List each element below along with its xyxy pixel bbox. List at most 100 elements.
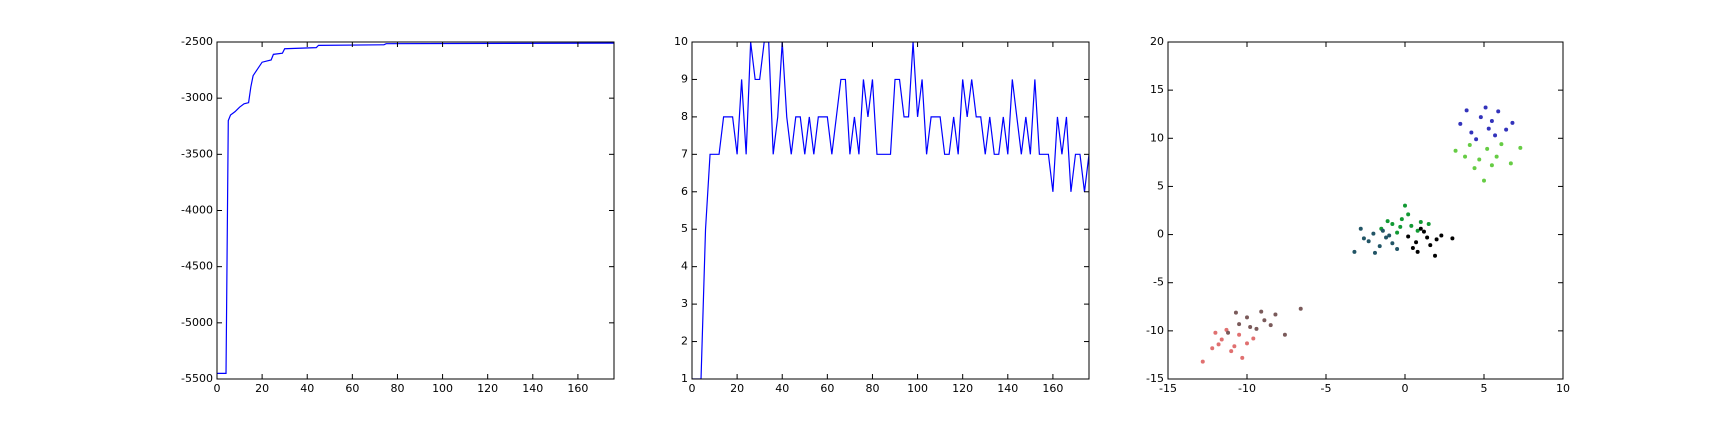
y-tick-label: 4 — [681, 260, 688, 273]
y-tick-label: -15 — [1146, 372, 1164, 385]
scatter-point — [1504, 127, 1509, 132]
scatter-point — [1485, 146, 1490, 151]
x-tick-label: -10 — [1238, 382, 1256, 395]
scatter-point — [1486, 126, 1491, 131]
y-tick-label: 9 — [681, 72, 688, 85]
scatter-point — [1403, 203, 1407, 208]
x-tick-label: -15 — [1159, 382, 1177, 395]
y-tick-label: -3000 — [181, 91, 213, 104]
x-tick-label: 100 — [907, 382, 928, 395]
scatter-point — [1371, 231, 1376, 236]
y-tick-label: 3 — [681, 297, 688, 310]
x-tick-label: 20 — [730, 382, 744, 395]
x-tick-label: 5 — [1481, 382, 1488, 395]
scatter-point — [1254, 326, 1259, 331]
scatter-point — [1262, 318, 1267, 323]
scatter-point — [1268, 323, 1273, 328]
x-tick-label: 0 — [689, 382, 696, 395]
scatter-point — [1409, 223, 1414, 228]
scatter-point — [1426, 221, 1431, 226]
scatter-point — [1237, 332, 1242, 337]
scatter-point — [1282, 332, 1287, 337]
scatter-point — [1418, 220, 1423, 225]
scatter-point — [1453, 148, 1458, 153]
x-tick-label: -5 — [1321, 382, 1332, 395]
scatter-point — [1259, 309, 1264, 314]
scatter-point — [1406, 234, 1411, 239]
scatter-point — [1251, 336, 1256, 341]
scatter-point — [1464, 108, 1469, 113]
scatter-point — [1410, 246, 1415, 251]
x-tick-label: 80 — [390, 382, 404, 395]
x-tick-label: 160 — [1042, 382, 1063, 395]
scatter-point — [1472, 166, 1477, 171]
y-tick-label: 5 — [681, 222, 688, 235]
x-tick-label: 10 — [1556, 382, 1570, 395]
scatter-point — [1434, 237, 1439, 242]
scatter-point — [1298, 306, 1303, 311]
scatter-point — [1439, 233, 1444, 238]
scatter-point — [1395, 247, 1400, 252]
y-tick-label: -3500 — [181, 147, 213, 160]
x-tick-label: 160 — [567, 382, 588, 395]
scatter-point — [1458, 121, 1463, 126]
scatter-point — [1415, 228, 1420, 233]
y-tick-label: -5000 — [181, 316, 213, 329]
scatter-point — [1483, 105, 1488, 110]
y-tick-label: 7 — [681, 147, 688, 160]
scatter-point — [1213, 330, 1218, 335]
scatter-point — [1450, 236, 1455, 241]
scatter-point — [1384, 235, 1389, 240]
y-tick-label: -4000 — [181, 204, 213, 217]
scatter-point — [1380, 228, 1385, 233]
y-tick-label: 20 — [1150, 35, 1164, 48]
scatter-point — [1463, 154, 1468, 159]
scatter-point — [1366, 239, 1371, 244]
y-tick-label: 0 — [1157, 228, 1164, 241]
scatter-point — [1494, 154, 1499, 159]
scatter-point — [1233, 310, 1238, 315]
scatter-point — [1248, 325, 1253, 330]
scatter-point — [1390, 221, 1395, 226]
x-tick-label: 60 — [345, 382, 359, 395]
scatter-point — [1210, 346, 1215, 351]
y-tick-label: -5 — [1153, 276, 1164, 289]
scatter-point — [1387, 233, 1392, 238]
scatter-point — [1399, 217, 1404, 222]
scatter-point — [1510, 120, 1515, 125]
y-tick-label: 8 — [681, 110, 688, 123]
scatter-point — [1385, 219, 1390, 224]
scatter-point — [1418, 226, 1423, 231]
scatter-point — [1493, 133, 1498, 138]
x-tick-label: 0 — [214, 382, 221, 395]
scatter-point — [1245, 315, 1249, 320]
scatter-point — [1467, 143, 1472, 148]
scatter-point — [1273, 312, 1278, 317]
y-tick-label: 15 — [1150, 83, 1164, 96]
y-tick-label: 2 — [681, 335, 688, 348]
scatter-point — [1240, 355, 1245, 360]
scatter-point — [1226, 330, 1231, 335]
y-tick-label: -4500 — [181, 260, 213, 273]
scatter-point — [1508, 161, 1513, 166]
scatter-point — [1489, 163, 1494, 168]
scatter-point — [1352, 249, 1357, 254]
scatter-point — [1415, 249, 1420, 254]
scatter-point — [1478, 115, 1483, 120]
scatter-point — [1499, 142, 1504, 147]
scatter-point — [1489, 118, 1494, 123]
x-tick-label: 0 — [1402, 382, 1409, 395]
scatter-point — [1395, 230, 1400, 235]
x-tick-label: 40 — [300, 382, 314, 395]
scatter-point — [1361, 236, 1366, 241]
scatter-point — [1425, 235, 1430, 240]
x-tick-label: 100 — [432, 382, 453, 395]
scatter-point — [1421, 229, 1426, 234]
scatter-point — [1398, 224, 1403, 229]
x-tick-label: 140 — [522, 382, 543, 395]
scatter-point — [1496, 109, 1501, 114]
axes-frame — [1167, 41, 1564, 380]
y-tick-label: 5 — [1157, 179, 1164, 192]
